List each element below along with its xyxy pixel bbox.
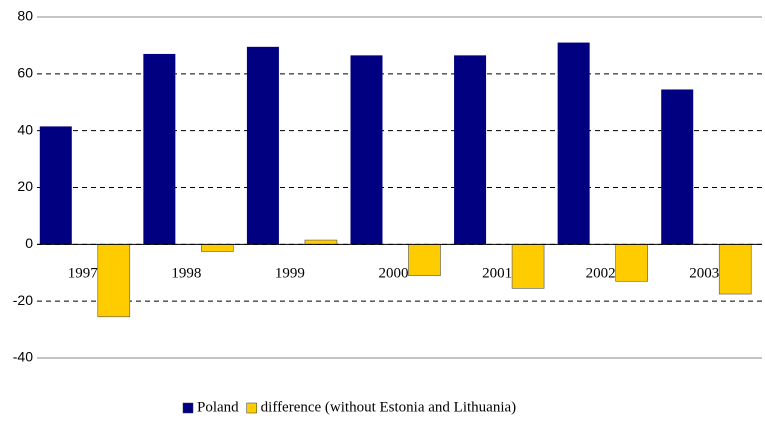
legend-swatch bbox=[246, 402, 257, 414]
bar bbox=[97, 244, 131, 318]
y-tick-label: 40 bbox=[17, 121, 33, 137]
bar bbox=[304, 239, 338, 245]
bar bbox=[350, 55, 383, 245]
x-tick-label: 2000 bbox=[379, 265, 409, 281]
bar bbox=[557, 42, 590, 245]
bar bbox=[408, 244, 441, 276]
bar bbox=[718, 244, 752, 295]
bar bbox=[39, 126, 72, 245]
y-tick-label: -40 bbox=[13, 349, 33, 365]
bar bbox=[454, 55, 487, 245]
x-tick-label: 1998 bbox=[171, 265, 201, 281]
y-tick-label: -20 bbox=[13, 292, 33, 308]
legend-label: Poland bbox=[197, 399, 239, 415]
bar bbox=[615, 244, 648, 282]
bar bbox=[511, 244, 545, 289]
bar bbox=[201, 244, 234, 252]
y-tick-label: 0 bbox=[25, 235, 33, 251]
x-tick-label: 2002 bbox=[586, 265, 616, 281]
bar bbox=[661, 89, 694, 245]
x-tick-label: 1997 bbox=[68, 265, 99, 281]
bar bbox=[246, 46, 279, 245]
legend-swatch bbox=[182, 402, 194, 414]
y-tick-label: 20 bbox=[17, 178, 33, 194]
bar bbox=[143, 53, 176, 245]
x-tick-label: 1999 bbox=[275, 265, 305, 281]
legend-label: difference (without Estonia and Lithuani… bbox=[261, 399, 516, 415]
x-tick-label: 2003 bbox=[689, 265, 719, 281]
x-tick-label: 2001 bbox=[482, 265, 512, 281]
y-tick-label: 60 bbox=[17, 65, 33, 81]
y-tick-label: 80 bbox=[17, 8, 33, 24]
